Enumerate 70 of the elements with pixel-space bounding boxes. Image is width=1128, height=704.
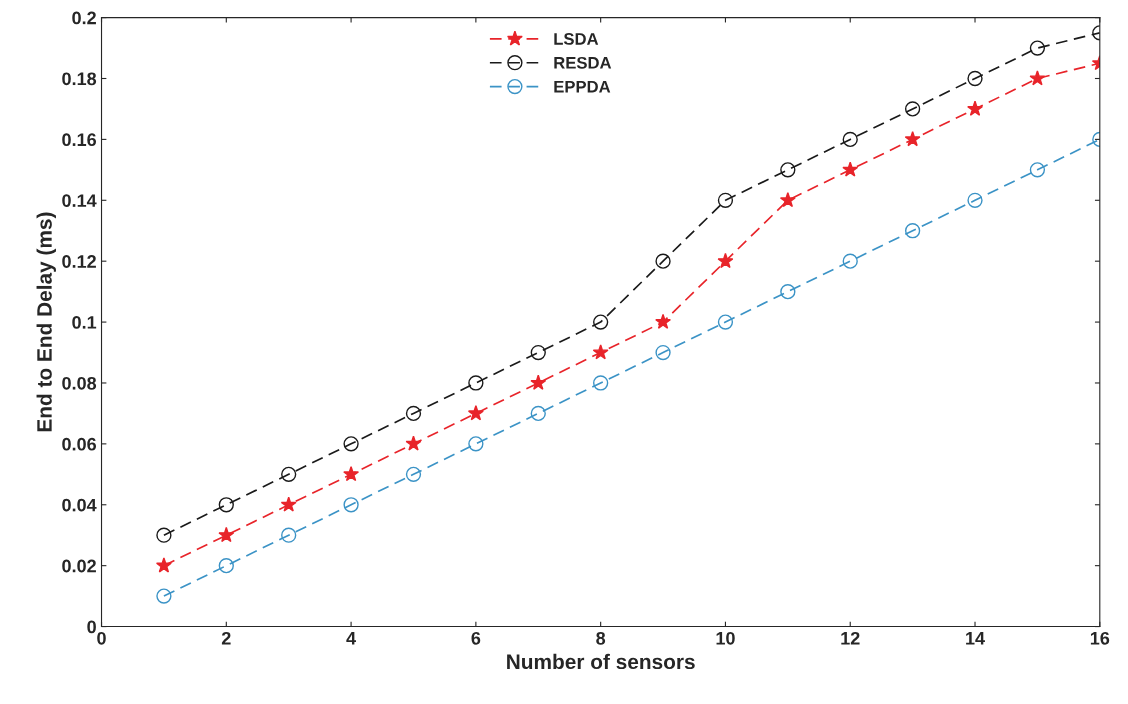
y-tick-label: 0.02 xyxy=(62,559,96,573)
point xyxy=(1029,162,1046,178)
point xyxy=(1029,70,1046,86)
point xyxy=(593,314,609,330)
point xyxy=(655,253,671,269)
x-tick-label: 14 xyxy=(966,632,985,645)
y-tick-label: 0.1 xyxy=(72,316,97,329)
point xyxy=(280,496,297,512)
point xyxy=(904,223,921,239)
y-tick-label: 0.16 xyxy=(62,133,97,147)
point xyxy=(842,131,858,148)
point xyxy=(530,344,546,361)
point xyxy=(468,436,484,452)
y-axis-title: End to End Delay (ms) xyxy=(36,212,56,432)
point xyxy=(155,557,172,573)
point xyxy=(343,497,359,513)
point xyxy=(1029,40,1046,56)
legend-label: EPPDA xyxy=(554,80,611,93)
point xyxy=(967,70,983,87)
point xyxy=(343,465,360,482)
point xyxy=(281,466,297,482)
point xyxy=(405,466,422,482)
point xyxy=(530,405,546,422)
point xyxy=(842,161,859,177)
y-tick-label: 0.08 xyxy=(62,376,97,390)
point xyxy=(780,162,796,178)
point xyxy=(343,436,359,452)
y-tick-label: 0.04 xyxy=(62,498,97,512)
x-tick-label: 12 xyxy=(841,631,860,645)
y-tick-label: 0.12 xyxy=(62,255,96,268)
point xyxy=(218,526,235,543)
x-tick-label: 2 xyxy=(221,631,231,645)
point xyxy=(218,558,234,574)
y-tick-label: 0 xyxy=(87,620,96,634)
point xyxy=(717,252,734,269)
point xyxy=(156,527,172,543)
point xyxy=(530,374,547,390)
point xyxy=(468,375,484,391)
point xyxy=(780,283,796,300)
point xyxy=(593,375,609,391)
point xyxy=(967,100,983,116)
point xyxy=(281,527,297,543)
point xyxy=(655,313,672,329)
y-tick-label: 0.2 xyxy=(72,11,96,25)
point xyxy=(904,131,921,147)
point xyxy=(967,192,983,208)
y-tick-label: 0.18 xyxy=(62,72,97,86)
x-tick-label: 6 xyxy=(471,631,481,645)
point xyxy=(717,192,734,208)
x-tick-label: 16 xyxy=(1090,631,1110,645)
point xyxy=(655,344,671,361)
x-tick-label: 4 xyxy=(346,632,357,645)
x-tick-label: 10 xyxy=(716,631,735,645)
x-tick-label: 0 xyxy=(97,631,106,645)
point xyxy=(467,405,484,421)
point xyxy=(405,435,422,451)
point xyxy=(904,101,921,117)
point xyxy=(405,405,422,422)
y-tick-label: 0.06 xyxy=(62,437,97,451)
legend-label: LSDA xyxy=(554,33,599,45)
point xyxy=(218,497,234,513)
legend-label: RESDA xyxy=(554,56,612,69)
point xyxy=(592,344,609,360)
point xyxy=(842,253,858,269)
point xyxy=(779,191,796,208)
x-axis-title: Number of sensors xyxy=(507,653,695,670)
point xyxy=(156,588,172,604)
point xyxy=(717,314,734,330)
y-tick-label: 0.14 xyxy=(62,194,97,208)
x-tick-label: 8 xyxy=(596,631,606,645)
